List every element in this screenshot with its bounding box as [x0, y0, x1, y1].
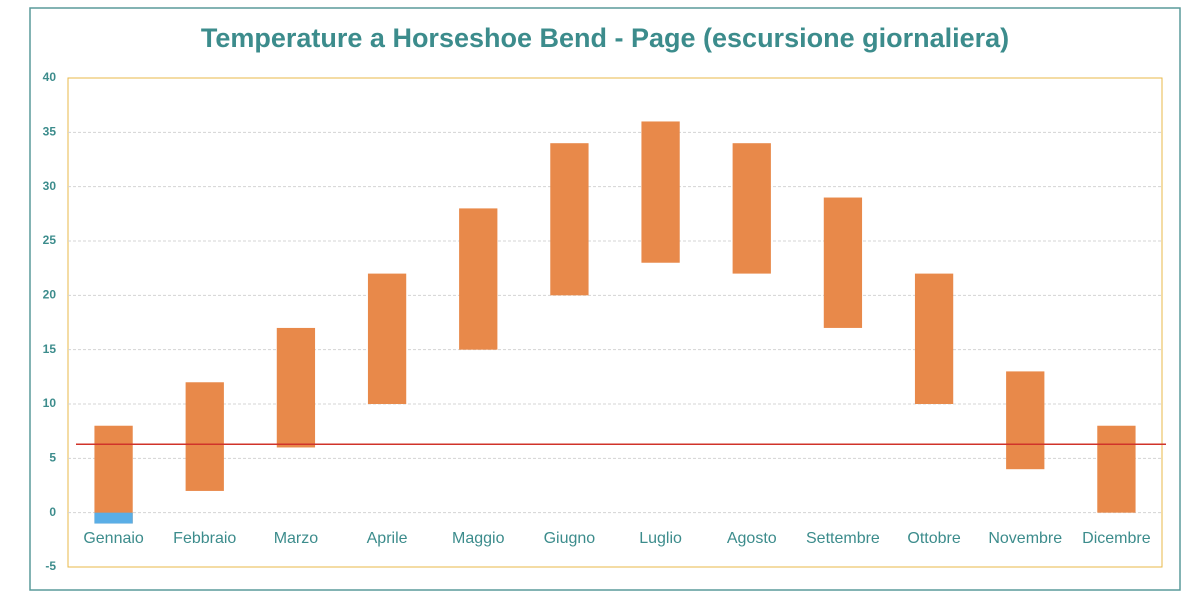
x-tick-label: Agosto	[727, 530, 777, 547]
range-bar	[185, 382, 224, 491]
y-tick-label: 35	[43, 125, 57, 139]
x-tick-label: Ottobre	[907, 530, 960, 547]
negative-part	[94, 512, 133, 524]
range-bar	[459, 208, 498, 350]
chart-title: Temperature a Horseshoe Bend - Page (esc…	[201, 23, 1009, 53]
x-tick-label: Luglio	[639, 530, 682, 547]
y-tick-label: -5	[45, 559, 56, 573]
range-bar	[641, 121, 680, 263]
y-tick-label: 15	[43, 342, 57, 356]
y-tick-label: 25	[43, 233, 57, 247]
y-tick-label: 0	[49, 505, 56, 519]
x-tick-label: Marzo	[274, 530, 319, 547]
range-bar	[823, 197, 863, 328]
y-tick-label: 30	[43, 179, 57, 193]
x-tick-label: Giugno	[544, 530, 596, 547]
x-tick-label: Aprile	[367, 530, 408, 547]
range-bar	[94, 425, 133, 524]
range-bar	[914, 273, 954, 404]
y-tick-label: 40	[43, 70, 57, 84]
chart-frame	[29, 7, 1181, 591]
range-bar	[367, 273, 407, 404]
range-bar	[550, 143, 589, 296]
x-tick-label: Dicembre	[1082, 530, 1151, 547]
range-bar	[1006, 371, 1045, 470]
x-tick-label: Maggio	[452, 530, 505, 547]
x-tick-label: Gennaio	[83, 530, 144, 547]
range-bar	[732, 143, 771, 274]
y-tick-label: 5	[49, 451, 56, 465]
x-tick-label: Febbraio	[173, 530, 236, 547]
x-tick-label: Settembre	[806, 530, 880, 547]
range-bar	[1097, 425, 1136, 513]
y-tick-label: 20	[43, 288, 57, 302]
plot-frame	[67, 77, 1163, 568]
x-tick-label: Novembre	[988, 530, 1062, 547]
y-tick-label: 10	[43, 396, 57, 410]
range-bar	[276, 327, 316, 448]
